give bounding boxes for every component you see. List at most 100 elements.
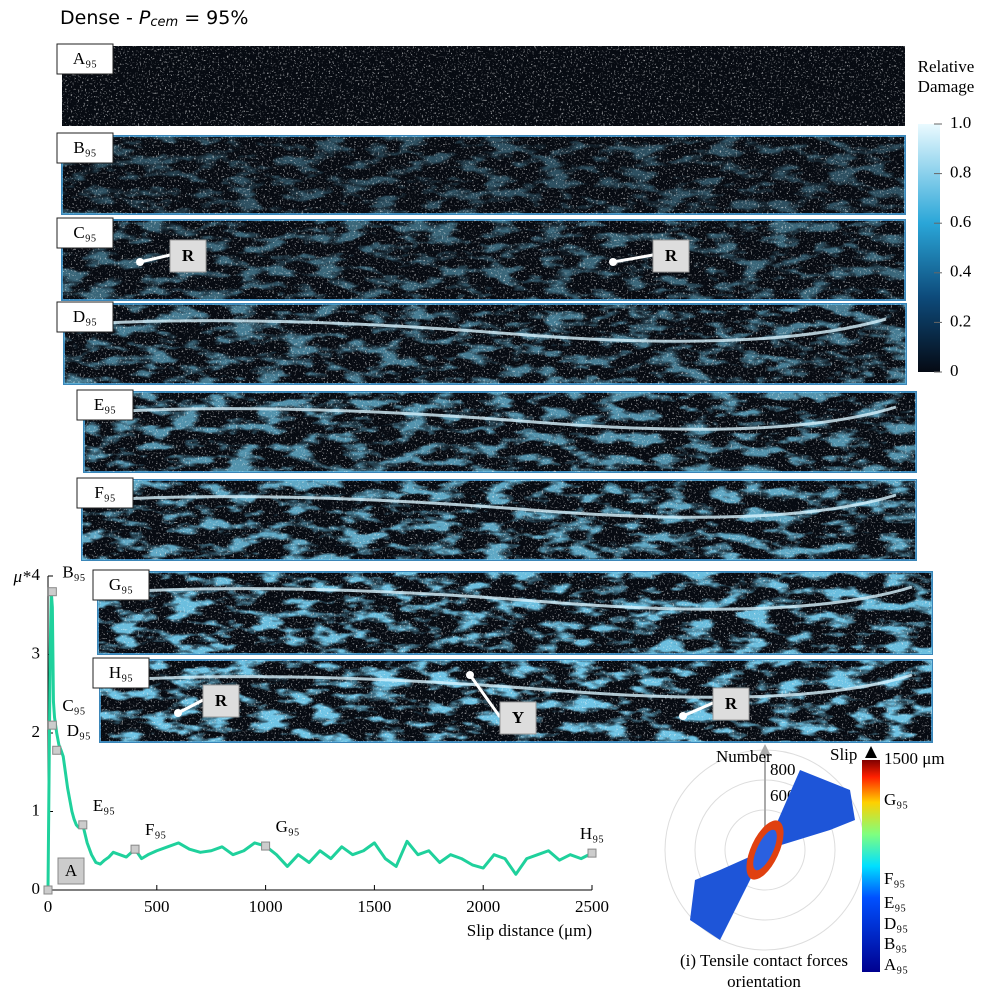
annotation-label: R — [215, 691, 228, 710]
arrow-head — [136, 258, 144, 266]
polar-tick-label: 800 — [770, 760, 796, 779]
marker-label-box — [57, 857, 85, 885]
arrow — [682, 701, 714, 718]
colorbar-tick-label: 0.8 — [950, 163, 971, 182]
crack — [117, 585, 913, 611]
slip-arrow — [865, 746, 877, 758]
x-tick-label: 1000 — [249, 897, 283, 916]
slip-label: E₉₅ — [884, 893, 906, 912]
slip-label: B₉₅ — [884, 934, 907, 953]
marker-label: G₉₅ — [276, 817, 300, 836]
polar-caption: (i) Tensile contact forces — [680, 951, 848, 970]
polar-axis-label: Number — [716, 747, 772, 766]
colorbar-title: Damage — [918, 77, 975, 96]
panel-label: F₉₅ — [94, 483, 115, 502]
grain-texture — [62, 136, 905, 214]
panel-label-box — [76, 389, 134, 421]
slip-label: G₉₅ — [884, 790, 908, 809]
y-tick-label: 1 — [32, 800, 41, 819]
colorbar-tick-label: 0.2 — [950, 311, 971, 330]
marker-label: F₉₅ — [145, 820, 166, 839]
panel-label: C₉₅ — [73, 223, 96, 242]
panel-label: D₉₅ — [73, 307, 97, 326]
marker — [78, 820, 88, 830]
grain-texture — [62, 46, 905, 126]
marker-label: H₉₅ — [580, 824, 604, 843]
x-tick-label: 500 — [144, 897, 170, 916]
crack — [119, 673, 913, 699]
arrow-head — [174, 709, 182, 717]
y-tick-label: 2 — [32, 722, 41, 741]
panel-label-box — [56, 301, 114, 333]
slip-label: F₉₅ — [884, 869, 905, 888]
line — [46, 590, 593, 891]
x-tick-label: 2000 — [466, 897, 500, 916]
annotation-label: R — [182, 246, 195, 265]
slip-label: A₉₅ — [884, 955, 908, 974]
panel-label-box — [56, 43, 114, 75]
panel-label-box — [76, 477, 134, 509]
rose-lobe — [690, 850, 765, 940]
grain-texture — [98, 572, 932, 654]
colorbar-tick-label: 0.4 — [950, 262, 972, 281]
annotation-box — [169, 239, 207, 273]
x-tick-label: 0 — [44, 897, 53, 916]
arrow — [468, 674, 502, 718]
marker — [130, 844, 140, 854]
grain-texture — [84, 392, 916, 472]
crack — [101, 493, 897, 519]
arrow-head — [679, 712, 687, 720]
polar-caption: orientation — [727, 972, 801, 991]
slip-label: 1500 μm — [884, 749, 945, 768]
panels: A₉₅ B₉₅ C₉₅ D₉₅ E₉₅ F₉₅ G₉₅ H₉₅ R R R R Y — [56, 43, 933, 743]
panel-label: B₉₅ — [73, 138, 96, 157]
rose-lobe — [765, 770, 855, 850]
x-tick-label: 1500 — [357, 897, 391, 916]
annotation-label: R — [725, 694, 738, 713]
panel-label: G₉₅ — [109, 575, 133, 594]
x-tick-label: 2500 — [575, 897, 609, 916]
arrow — [139, 253, 171, 264]
panel-label-box — [56, 217, 114, 249]
marker — [52, 745, 62, 755]
marker-label: D₉₅ — [67, 721, 91, 740]
marker-label: B₉₅ — [62, 563, 85, 582]
annotation-label: Y — [512, 708, 524, 727]
marker — [47, 587, 57, 597]
colorbar — [918, 124, 940, 372]
crack — [103, 405, 897, 431]
y-tick-label: 3 — [32, 643, 41, 662]
arrow — [177, 698, 204, 715]
line-chart: 0 1 2 3 4 0 500 1000 1500 2000 2500 μ* Slip distance… — [12, 563, 609, 940]
grain-texture — [82, 480, 916, 560]
colorbar-tick-label: 0 — [950, 361, 959, 380]
arrow — [612, 253, 654, 264]
marker-label: A — [65, 861, 78, 880]
colorbar-title: Relative — [918, 57, 975, 76]
panel-label: H₉₅ — [109, 663, 133, 682]
y-tick-label: 0 — [32, 879, 41, 898]
y-axis-label: μ* — [12, 567, 31, 586]
annotation-box — [712, 687, 750, 721]
figure-title: Dense - Pcem = 95% — [60, 7, 248, 30]
panel-label: E₉₅ — [94, 395, 116, 414]
panel-label-box — [56, 132, 114, 164]
crack — [83, 317, 887, 343]
slip-title: Slip — [830, 745, 857, 764]
colorbar-tick-label: 1.0 — [950, 113, 971, 132]
y-tick-label: 4 — [32, 565, 41, 584]
marker — [47, 720, 57, 730]
panel-label-box — [92, 569, 150, 601]
colorbar-tick-label: 0.6 — [950, 212, 971, 231]
annotation-label: R — [665, 246, 678, 265]
polar-arrow — [759, 744, 771, 756]
marker — [261, 841, 271, 851]
slip-colorbar — [862, 760, 880, 972]
arrow-head — [466, 671, 474, 679]
annotation-box — [652, 239, 690, 273]
arrow-head — [609, 258, 617, 266]
